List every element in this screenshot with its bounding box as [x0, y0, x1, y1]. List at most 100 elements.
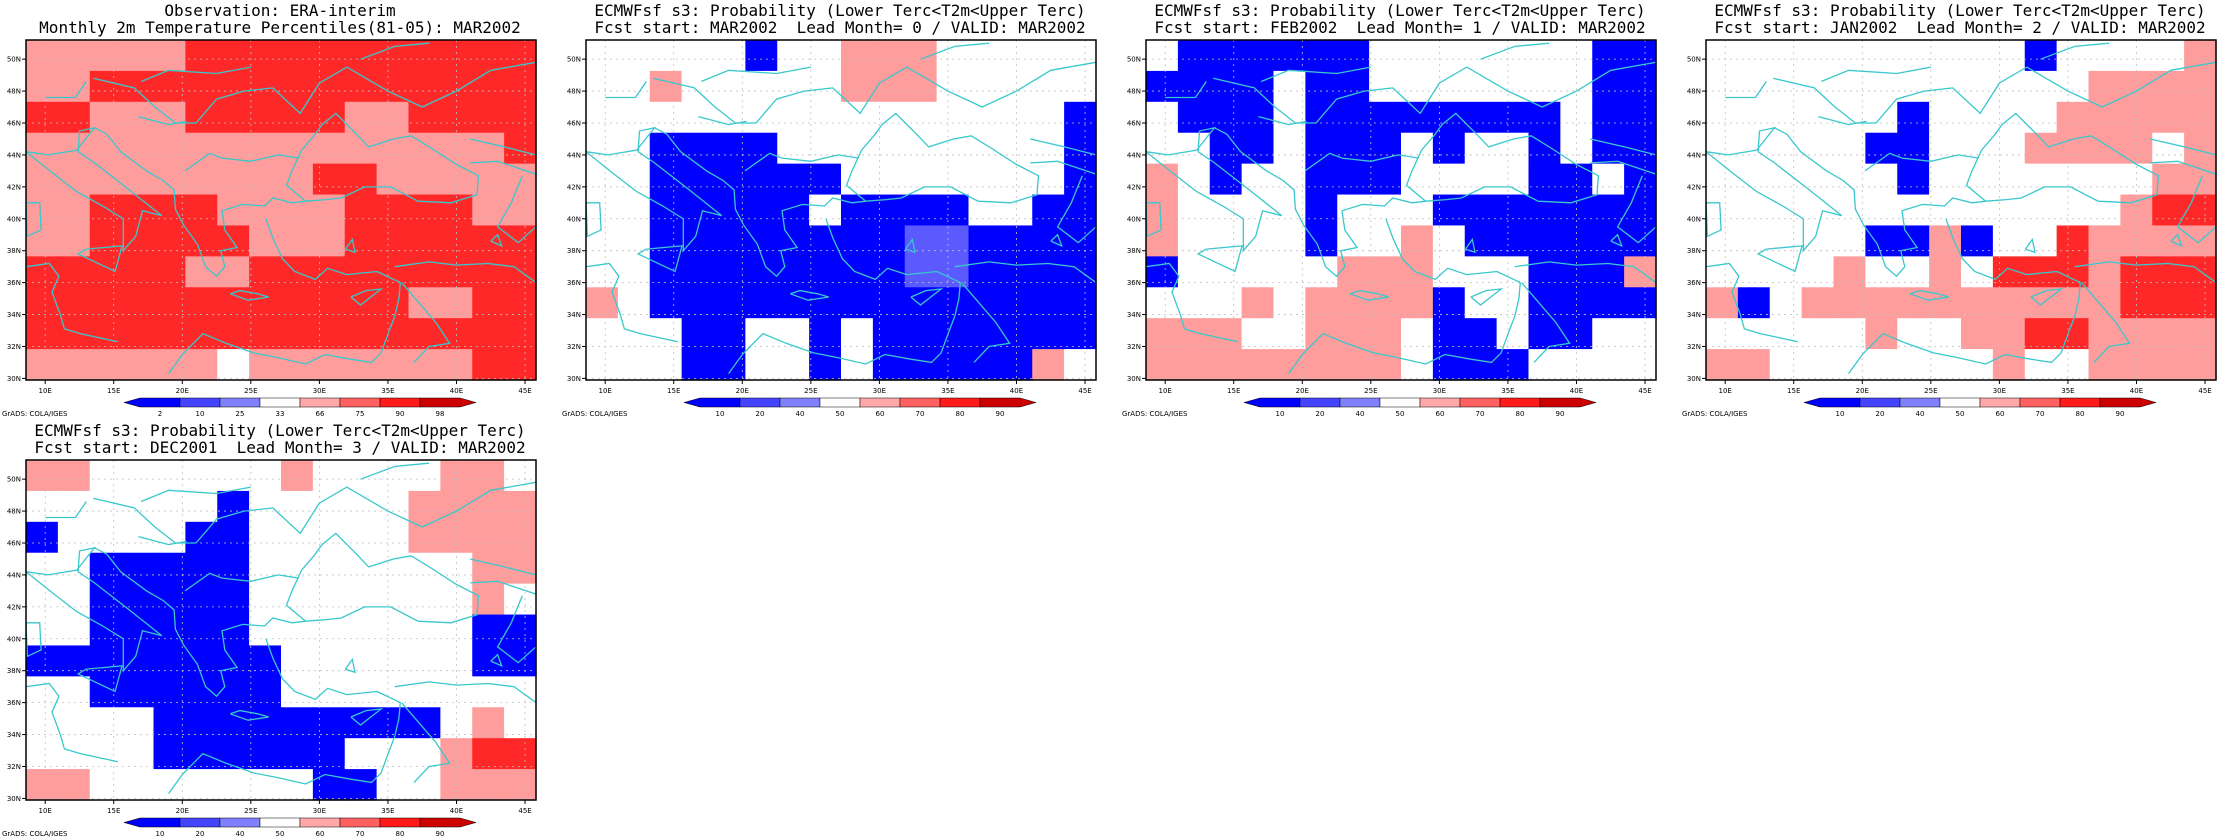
grid-cell — [312, 349, 346, 381]
x-tick-label: 45E — [518, 387, 531, 395]
grid-cell — [344, 101, 378, 134]
colorbar-swatch — [2099, 397, 2157, 408]
grid-cell — [809, 318, 842, 350]
coastline — [1848, 282, 2081, 374]
coastline — [1774, 127, 1986, 278]
x-tick-label: 35E — [1501, 387, 1514, 395]
colorbar-label: 20 — [1876, 410, 1885, 418]
grid-cell — [153, 521, 186, 554]
x-tick-label: 45E — [2198, 387, 2211, 395]
grid-cell — [1273, 287, 1306, 319]
grid-cell — [1432, 318, 1466, 350]
coastline — [1610, 233, 1623, 248]
grid-cell — [89, 614, 123, 647]
grid-cell — [376, 101, 410, 134]
grid-cell — [1432, 163, 1466, 196]
grid-cell — [249, 552, 282, 585]
grid-cell — [504, 40, 537, 72]
grid-cell — [713, 318, 746, 350]
colorbar-label: 50 — [1396, 410, 1405, 418]
map-frame — [1705, 39, 2217, 381]
grid-cell — [89, 552, 123, 585]
grid-cell — [1032, 101, 1065, 134]
grid-cell — [344, 163, 378, 196]
coastline — [1146, 126, 1283, 253]
grid-cell — [1464, 132, 1498, 165]
coastline — [360, 462, 430, 480]
grid-cell — [809, 256, 842, 288]
coastline — [1820, 66, 1931, 83]
y-tick-label: 38N — [7, 667, 21, 675]
grid-cell — [1432, 132, 1466, 165]
colorbar-label: 66 — [316, 410, 325, 418]
grid-cell — [281, 101, 314, 134]
grid-cell — [904, 132, 938, 165]
x-tick-label: 40E — [1570, 387, 1583, 395]
grid-cell — [1624, 318, 1657, 350]
grid-cell — [2056, 318, 2090, 350]
colorbar-swatch — [1419, 397, 1461, 408]
grid-cell — [1032, 287, 1065, 319]
grid-cell — [89, 490, 123, 523]
grid-cell — [2056, 70, 2090, 103]
grid-cell — [617, 101, 651, 134]
panel-title-line2: Fcst start: MAR2002 Lead Month= 0 / VALI… — [594, 18, 1086, 37]
grid-cell — [617, 225, 651, 257]
grid-cell — [408, 163, 441, 196]
graticule — [1146, 40, 1656, 380]
grid-cell — [968, 194, 1001, 227]
coastline — [344, 657, 356, 674]
grid-cell — [185, 769, 218, 801]
grid-cell — [121, 287, 155, 319]
grid-cell — [936, 132, 970, 165]
colorbar: 10 20 40 50 60 70 80 90 — [1243, 397, 1597, 418]
grid-cell — [153, 738, 186, 770]
graticule — [1706, 40, 2216, 380]
grid-cell — [281, 707, 314, 739]
forecast-lead3-panel: ECMWFsf s3: Probability (Lower Terc<T2m<… — [0, 420, 560, 840]
grid-cell — [249, 707, 282, 739]
grid-cell — [376, 552, 410, 585]
grid-cell — [26, 583, 59, 616]
map-frame — [1145, 39, 1657, 381]
graticule — [586, 40, 1096, 380]
grid-cell — [936, 101, 970, 134]
x-tick-label: 25E — [1364, 387, 1377, 395]
grid-cell — [1369, 225, 1402, 257]
grid-cell — [185, 645, 218, 677]
grid-cell — [57, 676, 91, 708]
colorbar-swatch — [1979, 397, 2021, 408]
grid-cell — [153, 460, 186, 492]
grid-cell — [89, 40, 123, 72]
grid-cell — [1929, 163, 1962, 196]
grid-cell — [1528, 318, 1561, 350]
colorbar-label: 2 — [158, 410, 162, 418]
grid-cell — [2024, 132, 2058, 165]
grid-cell — [312, 163, 346, 196]
grid-cell — [809, 101, 842, 134]
grid-cell — [281, 163, 314, 196]
grid-cell — [1560, 70, 1593, 103]
grid-cell — [809, 349, 842, 381]
grid-cell — [1369, 132, 1402, 165]
coastline — [2030, 288, 2064, 306]
coastline — [2040, 42, 2110, 60]
y-tick-label: 36N — [7, 279, 21, 287]
grid-cell — [936, 40, 970, 72]
grid-cell — [1032, 318, 1065, 350]
grid-cell — [1209, 318, 1243, 350]
colorbar-label: 80 — [1516, 410, 1525, 418]
grid-cell — [408, 318, 441, 350]
colorbar-swatch — [779, 397, 821, 408]
grid-cell — [1496, 132, 1530, 165]
grid-cell — [249, 521, 282, 554]
grid-cell — [281, 490, 314, 523]
grid-cell — [2024, 194, 2058, 227]
colorbar-label: 80 — [2076, 410, 2085, 418]
grid-cell — [121, 521, 155, 554]
grid-cell — [681, 132, 715, 165]
grid-cell — [1432, 40, 1466, 72]
grid-cell — [1496, 70, 1530, 103]
grid-cell — [344, 132, 378, 165]
colorbar-swatch — [1339, 397, 1381, 408]
